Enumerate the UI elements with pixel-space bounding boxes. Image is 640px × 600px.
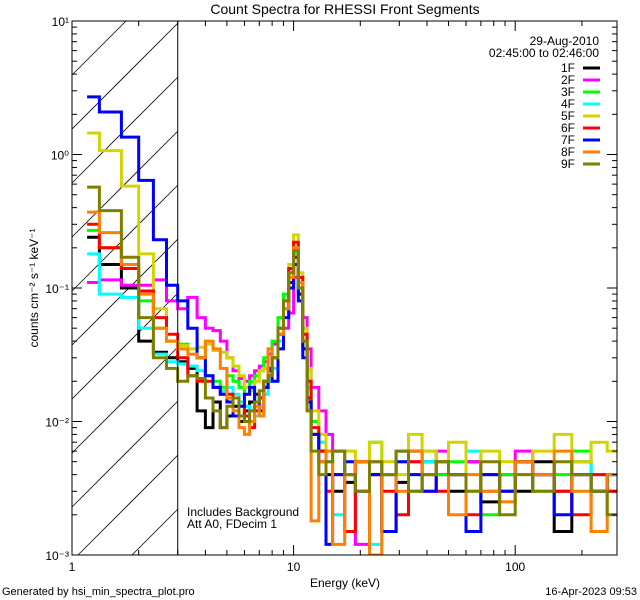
hatch-line [71, 346, 179, 454]
legend-label-9F: 9F [561, 157, 575, 171]
legend-date: 29-Aug-2010 [530, 34, 600, 48]
y-tick-label: 10⁻² [45, 416, 69, 430]
y-tick-label: 10⁻¹ [45, 282, 69, 296]
legend-label-2F: 2F [561, 73, 575, 87]
legend-label-7F: 7F [561, 133, 575, 147]
hatch-line [71, 22, 179, 130]
x-tick-label: 10 [287, 560, 301, 574]
legend-label-6F: 6F [561, 121, 575, 135]
legend-label-1F: 1F [561, 61, 575, 75]
hatch-line [71, 238, 179, 346]
y-tick-label: 10⁰ [51, 149, 69, 163]
hatch-line [71, 400, 179, 508]
footer-generated-by: Generated by hsi_min_spectra_plot.pro [2, 586, 195, 598]
hatch-line [71, 76, 179, 184]
annotation-attenuator: Att A0, FDecim 1 [187, 517, 277, 531]
series-line-9F [87, 185, 617, 517]
y-tick-label: 10¹ [52, 15, 69, 29]
legend-label-5F: 5F [561, 109, 575, 123]
x-tick-label: 1 [69, 560, 76, 574]
series-group [87, 95, 617, 555]
hatch-line [71, 130, 179, 238]
legend-label-3F: 3F [561, 85, 575, 99]
legend-label-8F: 8F [561, 145, 575, 159]
hatch-line [77, 454, 179, 556]
legend-label-4F: 4F [561, 97, 575, 111]
chart-title: Count Spectra for RHESSI Front Segments [210, 1, 479, 17]
annotation-background: Includes Background [187, 505, 299, 519]
hatch-line [71, 20, 127, 76]
hatch-line [71, 184, 179, 292]
hatch-line [71, 292, 179, 400]
series-line-8F [87, 210, 617, 555]
series-line-5F [87, 131, 617, 477]
excluded-energy-hatch [71, 20, 179, 556]
footer-timestamp: 16-Apr-2023 09:53 [545, 586, 637, 598]
y-axis-label: counts cm⁻² s⁻¹ keV⁻¹ [27, 228, 41, 347]
axes: 1 10 100 10¹ 10⁰ 10⁻¹ 10⁻² 10⁻³ [45, 15, 618, 574]
x-tick-label: 100 [505, 560, 525, 574]
hatch-line [131, 508, 179, 556]
legend-time-range: 02:45:00 to 02:46:00 [489, 46, 599, 60]
x-axis-label: Energy (keV) [310, 576, 380, 590]
y-tick-label: 10⁻³ [45, 549, 69, 563]
